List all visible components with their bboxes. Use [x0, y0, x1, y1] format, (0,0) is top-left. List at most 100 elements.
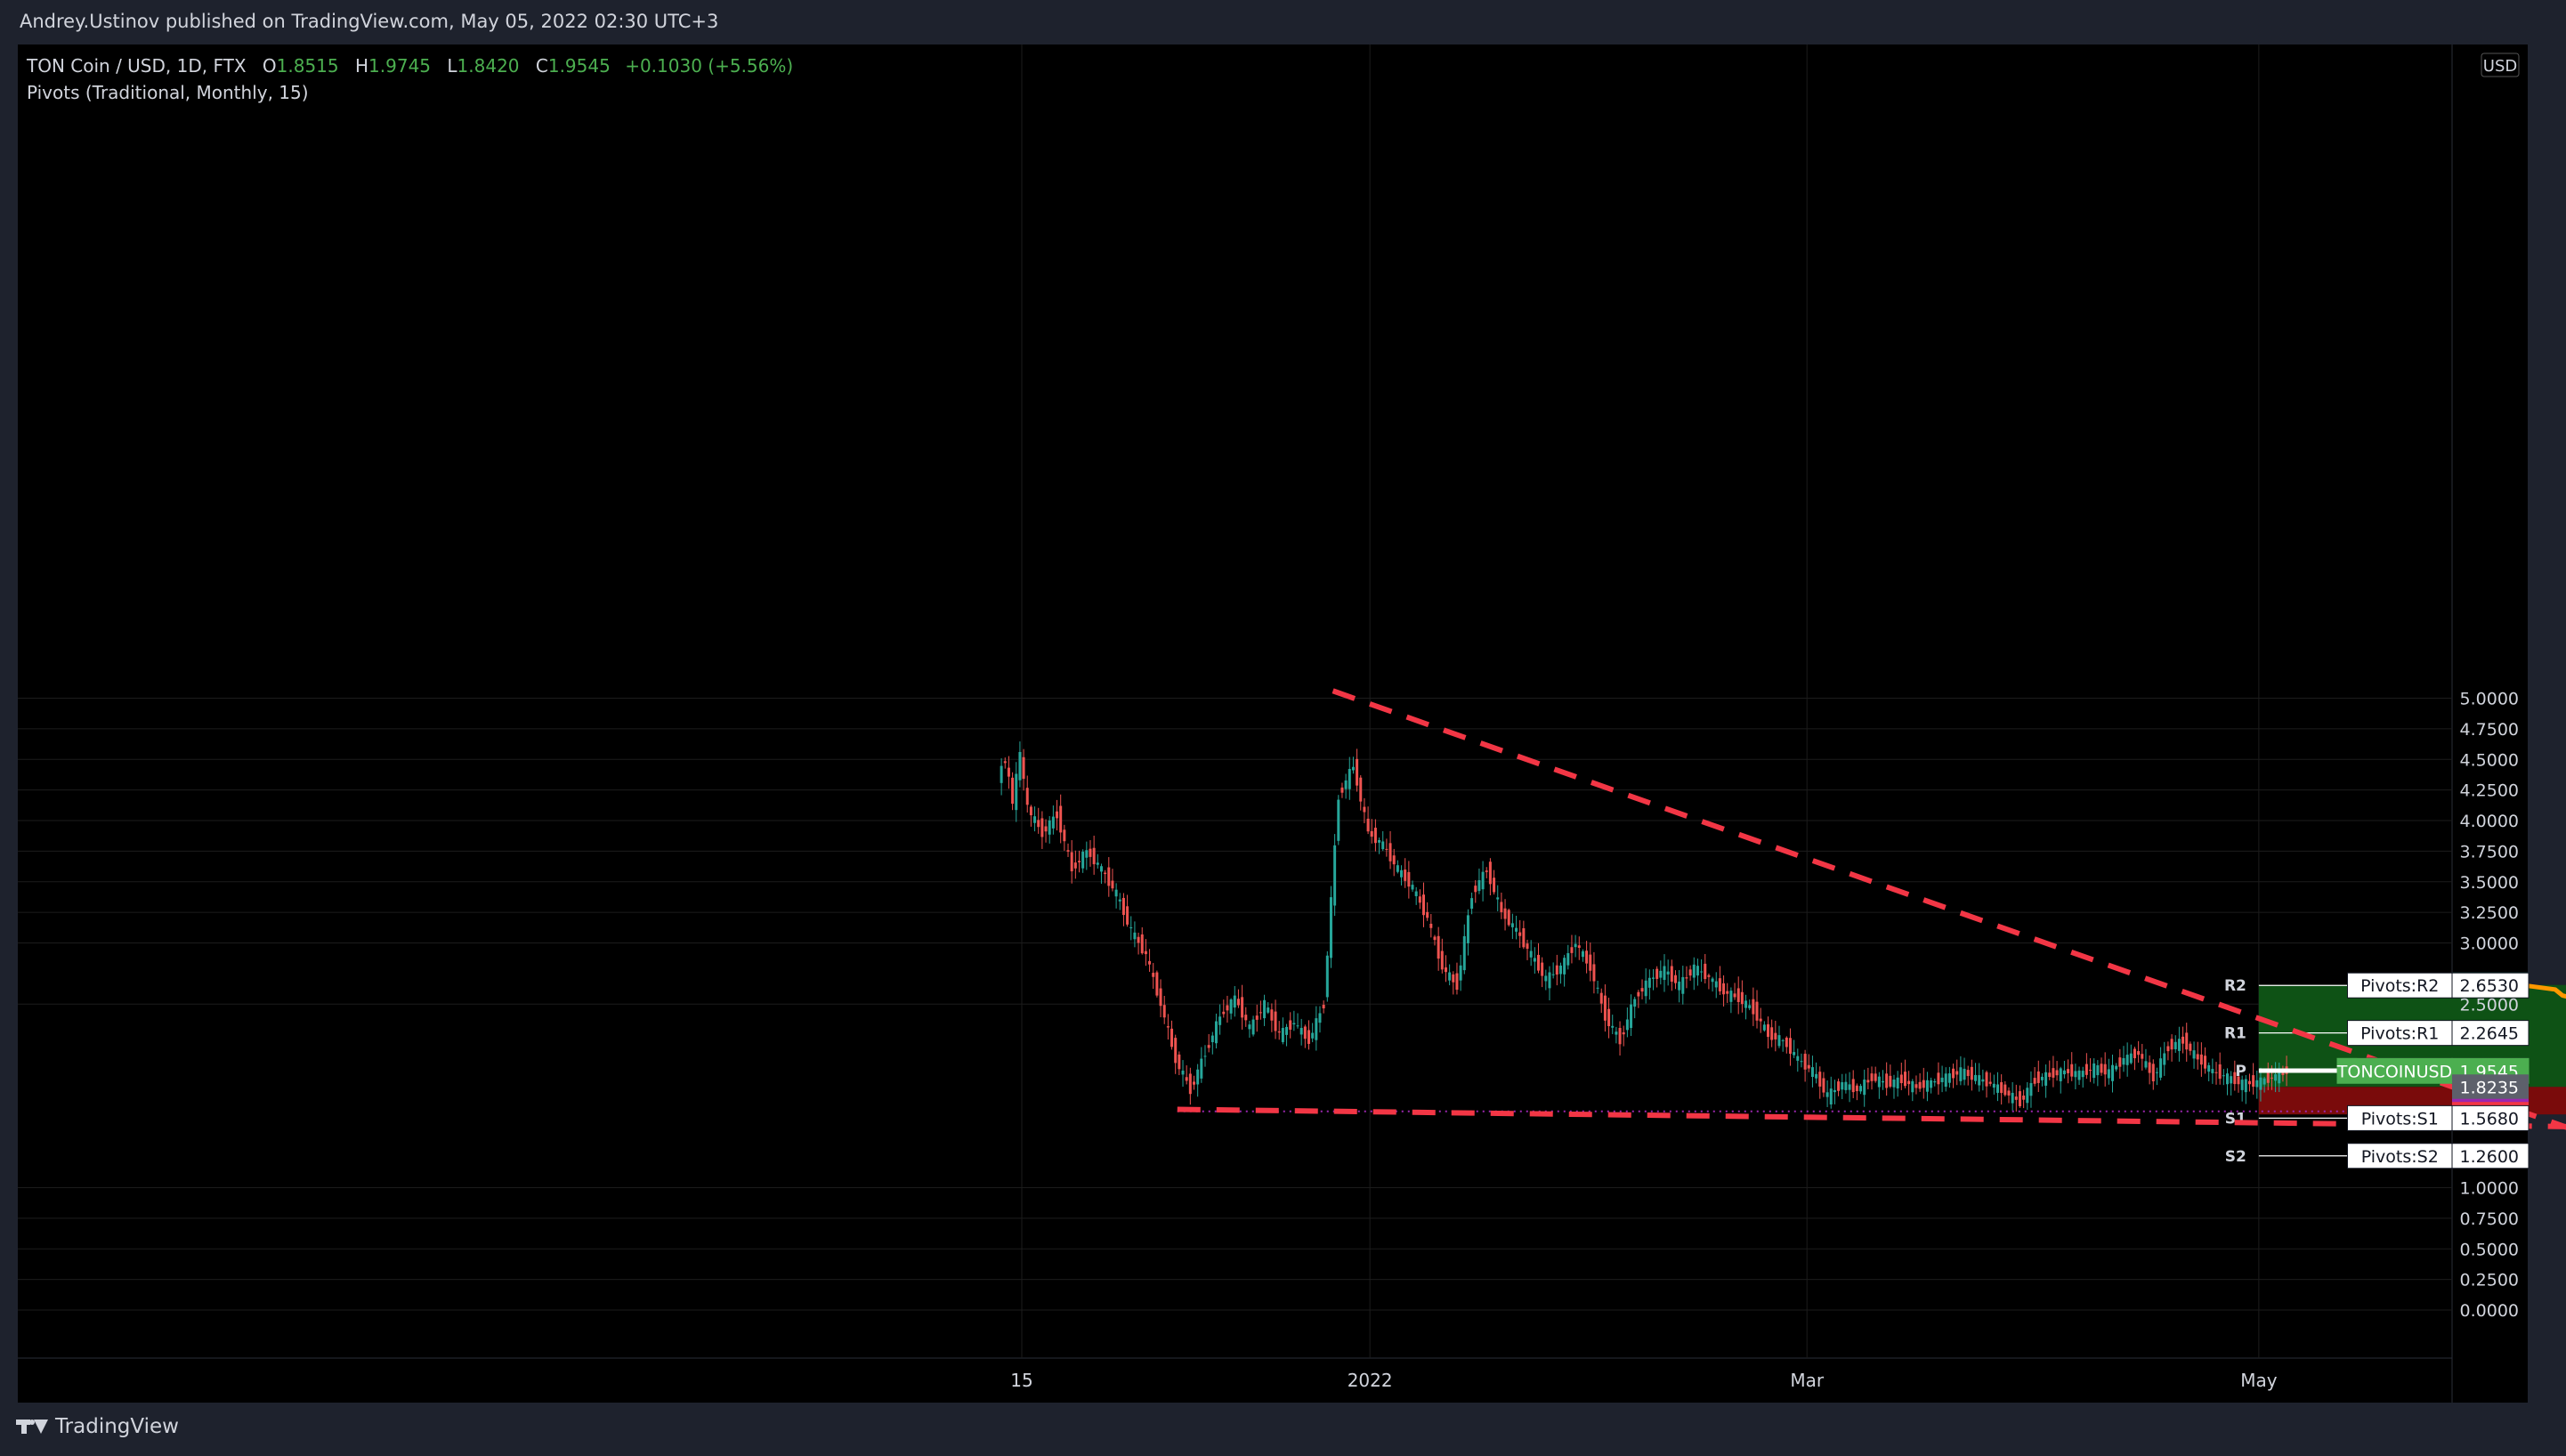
- candle-body: [1152, 973, 1155, 977]
- candle-body: [1263, 999, 1267, 1019]
- price-tick-label: 3.5000: [2460, 873, 2519, 893]
- candle-body: [1251, 1019, 1255, 1035]
- candle-body: [2084, 1064, 2088, 1075]
- price-tag-box: [2451, 1020, 2530, 1047]
- currency-label: USD: [2481, 53, 2520, 77]
- candle-body: [1037, 820, 1040, 828]
- candle-body: [1348, 769, 1351, 789]
- candle-body: [1411, 885, 1414, 890]
- candle-body: [1966, 1070, 1970, 1077]
- candle-body: [1029, 806, 1032, 816]
- candle-body: [2044, 1072, 2048, 1086]
- candle-body: [1863, 1080, 1866, 1096]
- candle-body: [1496, 897, 1500, 900]
- candle-body: [1618, 1028, 1622, 1045]
- candle-body: [1111, 880, 1114, 889]
- candle-body: [1515, 927, 1518, 932]
- candle-body: [1740, 991, 1744, 1005]
- candle-body: [1670, 966, 1673, 983]
- candle-body: [1318, 1013, 1322, 1023]
- candle-body: [2129, 1053, 2133, 1064]
- candle-body: [1448, 972, 1452, 981]
- candle-body: [2014, 1096, 2018, 1100]
- candle-body: [1918, 1081, 1922, 1089]
- candle-body: [2007, 1090, 2011, 1096]
- candle-body: [1507, 910, 1510, 926]
- candle-body: [1914, 1084, 1918, 1088]
- candle-body: [2244, 1079, 2247, 1093]
- candle-body: [1500, 902, 1503, 912]
- candle-body: [1433, 936, 1437, 941]
- candle-body: [2199, 1054, 2203, 1065]
- candle-body: [1630, 1004, 1633, 1028]
- candle-body: [1978, 1075, 1981, 1086]
- candle-body: [1155, 972, 1159, 996]
- candle-body: [1729, 991, 1733, 1002]
- candle-body: [2159, 1058, 2163, 1078]
- candle-body: [1959, 1067, 1963, 1081]
- candle-body: [2196, 1054, 2199, 1060]
- candle-body: [1996, 1084, 1999, 1093]
- candle-body: [1085, 850, 1089, 858]
- price-tick-label: 2.5000: [2460, 995, 2519, 1015]
- candle-body: [1485, 870, 1488, 872]
- candle-body: [2070, 1064, 2074, 1077]
- price-tag-value: 2.6530: [2460, 976, 2519, 996]
- candle-body: [1270, 1009, 1274, 1021]
- candle-body: [1118, 899, 1121, 902]
- candle-body: [1363, 806, 1366, 813]
- candle-body: [1925, 1080, 1929, 1092]
- series-label-text: Pivots:S1: [2361, 1109, 2439, 1128]
- tradingview-logo[interactable]: TradingView: [16, 1415, 179, 1438]
- candle-body: [1541, 962, 1544, 976]
- candle-body: [1688, 969, 1692, 976]
- candle-body: [1692, 964, 1696, 978]
- candle-body: [1452, 974, 1455, 983]
- candle-body: [1829, 1088, 1833, 1104]
- candle-body: [1558, 965, 1562, 975]
- candle-body: [1866, 1080, 1870, 1083]
- candle-body: [1974, 1074, 1978, 1081]
- candle-body: [1815, 1073, 1818, 1079]
- candle-body: [2233, 1072, 2237, 1085]
- candle-body: [1933, 1080, 1937, 1083]
- candle-body: [1777, 1035, 1781, 1047]
- candle-body: [1570, 947, 1574, 953]
- candle-body: [2029, 1082, 2033, 1096]
- price-tick-label: 1.0000: [2460, 1179, 2519, 1199]
- candle-body: [1581, 950, 1584, 958]
- candle-body: [1526, 943, 1529, 950]
- candle-body: [1622, 1031, 1625, 1035]
- candle-body: [1903, 1072, 1906, 1087]
- candle-body: [1637, 991, 1640, 997]
- candle-body: [1296, 1025, 1299, 1027]
- series-label-text: Pivots:S2: [2361, 1147, 2439, 1167]
- plot-area[interactable]: [18, 44, 2452, 1403]
- candle-body: [1140, 934, 1144, 954]
- pivot-label-s1: S1: [2225, 1110, 2246, 1128]
- currency-label-box: [2481, 53, 2520, 77]
- candle-body: [1510, 923, 1514, 927]
- price-tick-label: 0.7500: [2460, 1209, 2519, 1229]
- candle-body: [1096, 862, 1099, 865]
- pivot-label-p: P: [2235, 1063, 2246, 1080]
- candle-body: [1599, 992, 1603, 1004]
- candle-body: [2055, 1070, 2059, 1076]
- candle-body: [1462, 935, 1466, 971]
- candle-body: [2218, 1064, 2222, 1080]
- candle-body: [1803, 1054, 1807, 1070]
- candle-body: [1200, 1058, 1203, 1079]
- candle-body: [1056, 811, 1059, 819]
- candle-body: [1381, 841, 1385, 850]
- candle-body: [2270, 1077, 2273, 1079]
- candle-body: [1952, 1068, 1955, 1079]
- candle-body: [1841, 1082, 1844, 1090]
- candle-body: [1822, 1078, 1825, 1093]
- candle-body: [2274, 1074, 2278, 1081]
- candle-body: [1666, 971, 1670, 975]
- candle-body: [1414, 891, 1418, 896]
- candle-body: [1148, 960, 1152, 965]
- candle-body: [2141, 1054, 2144, 1059]
- price-axis[interactable]: [2452, 44, 2528, 1403]
